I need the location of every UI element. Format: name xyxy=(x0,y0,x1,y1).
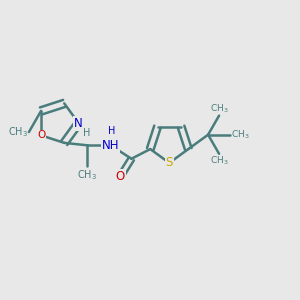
Text: CH$_3$: CH$_3$ xyxy=(8,125,28,139)
Text: H: H xyxy=(108,126,116,136)
Text: CH$_3$: CH$_3$ xyxy=(77,169,98,182)
Text: O: O xyxy=(116,170,125,183)
Text: H: H xyxy=(82,128,90,137)
Text: CH$_3$: CH$_3$ xyxy=(231,128,250,141)
Text: CH$_3$: CH$_3$ xyxy=(210,102,229,115)
Text: CH$_3$: CH$_3$ xyxy=(210,155,229,167)
Text: NH: NH xyxy=(102,139,119,152)
Text: N: N xyxy=(74,117,83,130)
Text: S: S xyxy=(166,156,173,170)
Text: O: O xyxy=(37,130,45,140)
